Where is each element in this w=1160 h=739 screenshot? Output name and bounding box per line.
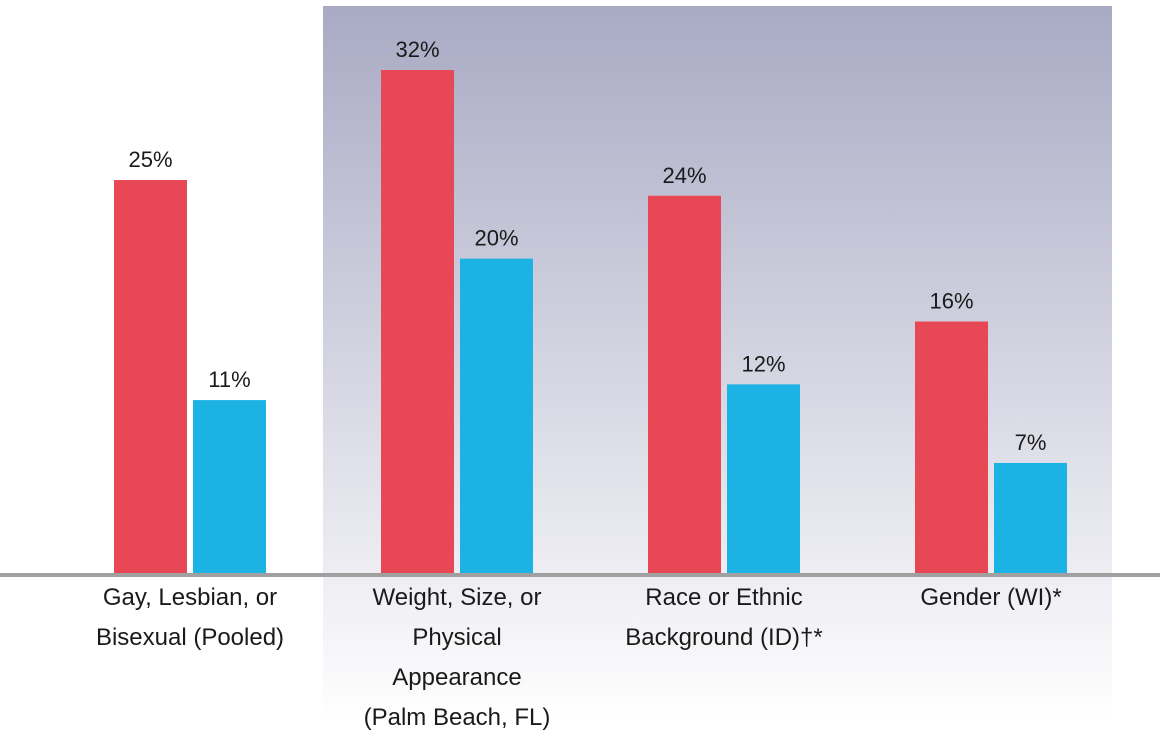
bar-red-cat4 [915, 321, 988, 573]
category-label: Gay, Lesbian, or [103, 584, 277, 611]
data-label: 16% [929, 289, 973, 314]
bar-red-cat3 [648, 195, 721, 573]
data-label: 32% [395, 37, 439, 62]
data-label: 24% [662, 163, 706, 188]
category-label: Appearance [392, 664, 521, 691]
bar-red-cat1 [114, 180, 187, 573]
bar-blue-cat1 [193, 400, 266, 573]
bar-blue-cat4 [994, 462, 1067, 573]
data-label: 12% [741, 351, 785, 376]
category-label: (Palm Beach, FL) [364, 704, 551, 731]
x-axis-baseline [0, 573, 1160, 577]
category-label: Background (ID)†* [625, 624, 822, 651]
category-label: Physical [412, 624, 501, 651]
category-label: Race or Ethnic [645, 584, 802, 611]
data-label: 20% [474, 226, 518, 251]
data-label: 25% [128, 147, 172, 172]
category-label: Weight, Size, or [373, 584, 542, 611]
category-label: Gender (WI)* [920, 584, 1061, 611]
data-label: 7% [1015, 430, 1047, 455]
bar-blue-cat2 [460, 258, 533, 573]
category-label: Bisexual (Pooled) [96, 624, 284, 651]
bar-red-cat2 [381, 70, 454, 573]
bar-blue-cat3 [727, 384, 800, 573]
data-label: 11% [208, 367, 250, 392]
